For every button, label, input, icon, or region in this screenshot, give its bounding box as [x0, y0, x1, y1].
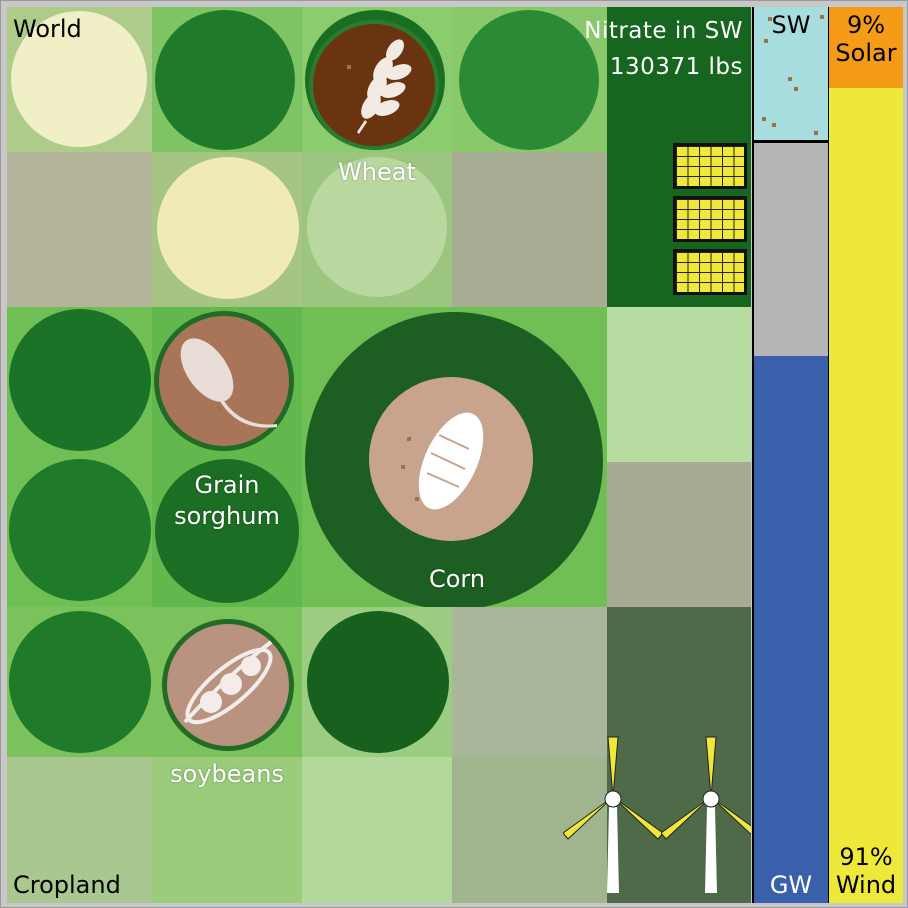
solar-percent: 9% [846, 11, 886, 39]
surface-water-level [754, 7, 828, 143]
pivot-field [459, 10, 599, 150]
water-meter: SW GW [752, 7, 830, 903]
field-tile [607, 462, 751, 607]
field-tile [452, 757, 607, 903]
wind-percent: 91% [839, 843, 893, 871]
field-tile [607, 307, 751, 462]
pivot-field [307, 157, 447, 297]
nitrate-readout: Nitrate in SW 130371 lbs [584, 13, 743, 85]
pivot-field [155, 10, 295, 150]
wheat-icon[interactable] [309, 20, 439, 150]
nitrate-value: 130371 lbs [609, 54, 743, 80]
solar-label: Solar [835, 39, 897, 67]
pivot-field [307, 611, 449, 753]
wind-turbine-icon[interactable] [660, 727, 751, 897]
wind-label: Wind [835, 871, 897, 899]
field-tile [7, 152, 152, 307]
soybean-icon[interactable] [162, 619, 294, 751]
nitrate-title: Nitrate in SW [584, 18, 743, 44]
solar-panel[interactable] [673, 249, 747, 295]
solar-panel[interactable] [673, 196, 747, 242]
pivot-field [9, 309, 151, 451]
field-tile [607, 607, 751, 903]
crop-label-sorghum: Grain sorghum [174, 471, 280, 530]
solar-panel[interactable] [673, 143, 747, 189]
world-map[interactable]: Wheat Grain sorghum Corn [7, 7, 751, 903]
sorghum-icon[interactable] [154, 311, 294, 451]
crop-label-wheat: Wheat [338, 158, 416, 186]
nitrate-particle [347, 65, 351, 69]
pivot-field [9, 459, 151, 601]
field-tile [152, 757, 302, 903]
world-label: World [13, 15, 82, 43]
crop-label-soybeans: soybeans [170, 760, 284, 788]
groundwater-level [754, 356, 828, 903]
cropland-label: Cropland [13, 871, 121, 899]
unsaturated-zone [754, 143, 828, 356]
nitrate-particle [401, 465, 405, 469]
nitrate-particle [415, 497, 419, 501]
field-tile [452, 152, 607, 307]
field-tile [452, 607, 607, 757]
pivot-field [9, 611, 151, 753]
field-tile [302, 757, 452, 903]
gw-label: GW [769, 871, 813, 899]
sw-label: SW [771, 11, 811, 39]
pivot-field [11, 11, 147, 147]
crop-label-corn: Corn [428, 565, 486, 593]
nitrate-particle [217, 407, 221, 411]
energy-mix-meter: 9% Solar 91% Wind [829, 7, 903, 903]
pivot-field [155, 459, 299, 603]
corn-icon[interactable] [369, 377, 533, 541]
field-tile [7, 757, 152, 903]
wind-turbine-icon[interactable] [562, 727, 664, 897]
solar-share-bar [829, 7, 903, 88]
nitrate-particle [407, 437, 411, 441]
pivot-field [157, 157, 299, 299]
